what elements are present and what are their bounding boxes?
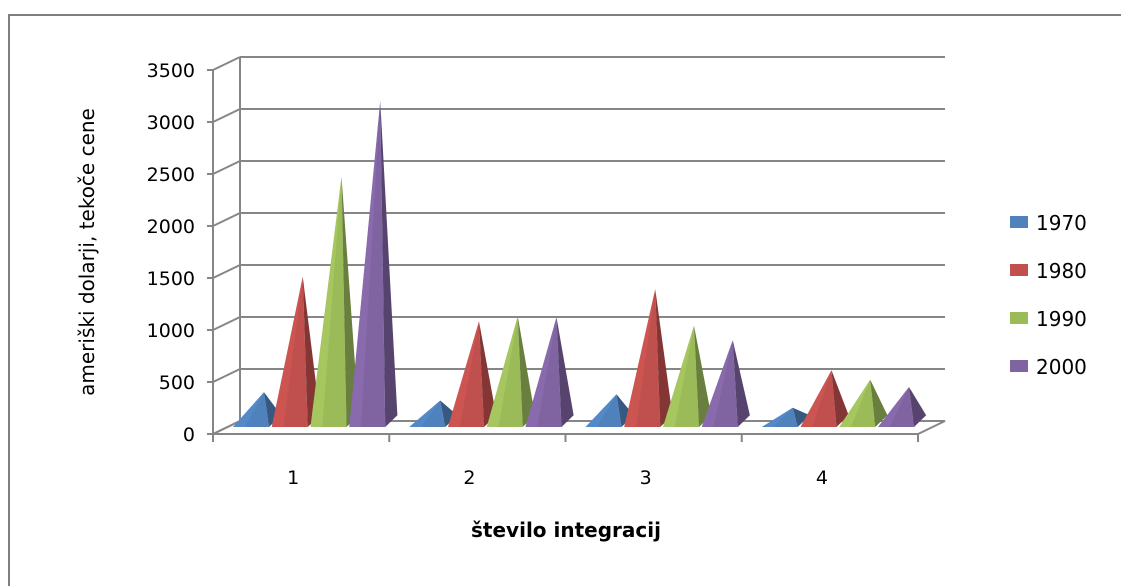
gridline-side [212, 108, 241, 123]
bar-side-face [732, 340, 750, 427]
bar [349, 100, 398, 427]
bar-highlight [525, 317, 557, 427]
x-tick-label: 4 [816, 467, 828, 489]
y-tick-label: 3500 [147, 60, 195, 82]
gridline-side [212, 160, 241, 175]
legend-label: 1970 [1036, 211, 1087, 235]
y-tick-label: 1500 [147, 268, 195, 290]
bar-side-face [479, 321, 497, 427]
y-axis-ticks: 0 500 1000 1500 2000 2500 3000 3500 [147, 60, 213, 446]
legend-label: 1980 [1036, 259, 1087, 283]
bars [233, 100, 927, 427]
bar-side-face [556, 317, 574, 427]
bar-highlight [878, 386, 909, 427]
bar-highlight [761, 407, 793, 427]
bar-highlight [663, 325, 694, 427]
bar [878, 386, 927, 427]
pyramid-bar-chart: 0 500 1000 1500 2000 2500 3000 3500 1 2 3 4 števil… [75, 56, 1087, 542]
gridline-side [212, 316, 241, 331]
bar-side-face [341, 176, 359, 427]
bar [486, 316, 535, 427]
y-tick-label: 500 [159, 372, 195, 394]
bar [839, 379, 888, 427]
gridline-side [212, 56, 241, 71]
bar-side-face [792, 407, 810, 427]
bar-side-face [440, 400, 458, 427]
x-tick-label: 3 [640, 467, 652, 489]
bar-highlight [448, 321, 479, 427]
bar [233, 392, 282, 427]
chart-frame [8, 14, 1121, 586]
legend-swatch [1010, 312, 1028, 324]
floor [212, 420, 946, 435]
bar [310, 176, 359, 427]
bar-highlight [271, 276, 303, 427]
bar [448, 321, 497, 427]
bar-highlight [349, 100, 381, 427]
bar-highlight [233, 392, 264, 427]
bar-highlight [486, 316, 518, 427]
y-tick-label: 0 [183, 424, 195, 446]
bar [701, 340, 750, 427]
bar-side-face [517, 316, 535, 427]
bar-side-face [380, 100, 398, 427]
legend-label: 2000 [1036, 355, 1087, 379]
bar-highlight [701, 340, 733, 427]
legend-label: 1990 [1036, 307, 1087, 331]
bar-side-face [694, 325, 712, 427]
gridline-side [212, 368, 241, 383]
bar-highlight [839, 379, 871, 427]
legend-swatch [1010, 360, 1028, 372]
bar-highlight [310, 176, 342, 427]
bar [409, 400, 458, 427]
bar [525, 317, 574, 427]
bar [800, 370, 849, 427]
bar-highlight [585, 394, 617, 427]
y-tick-label: 1000 [147, 320, 195, 342]
x-axis-ticks: 1 2 3 4 [212, 434, 919, 489]
legend: 1970 1980 1990 2000 [1010, 211, 1087, 379]
gridline-side [212, 264, 241, 279]
bar-highlight [800, 370, 832, 427]
bar [761, 407, 810, 427]
bar-highlight [409, 400, 441, 427]
legend-swatch [1010, 216, 1028, 228]
y-axis-title: ameriški dolarji, tekoče cene [75, 108, 99, 396]
gridline-side [212, 212, 241, 227]
bar-side-face [831, 370, 849, 427]
bar-highlight [624, 289, 656, 427]
bar-side-face [909, 386, 927, 427]
y-tick-label: 2500 [147, 164, 195, 186]
bar [271, 276, 320, 427]
legend-swatch [1010, 264, 1028, 276]
x-axis-title: število integracij [471, 518, 661, 542]
y-tick-label: 2000 [147, 216, 195, 238]
x-tick-label: 1 [287, 467, 299, 489]
bar-side-face [870, 379, 888, 427]
x-tick-label: 2 [463, 467, 475, 489]
y-tick-label: 3000 [147, 112, 195, 134]
bar-side-face [655, 289, 673, 427]
bar [624, 289, 673, 427]
bar [663, 325, 712, 427]
